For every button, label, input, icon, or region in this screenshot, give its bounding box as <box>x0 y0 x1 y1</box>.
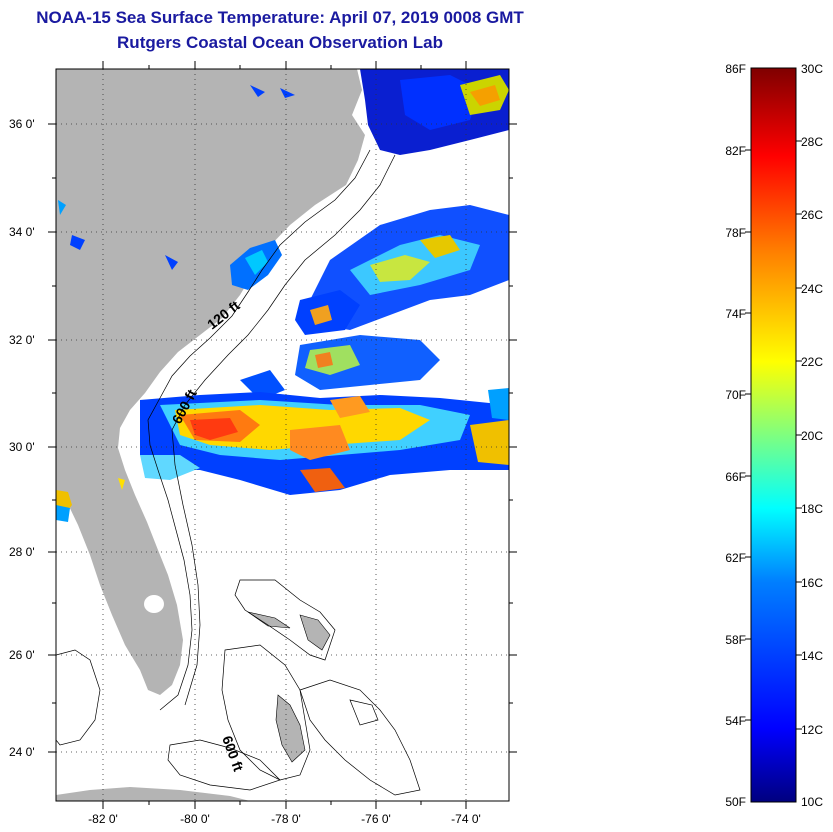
lon-label-80: -80 0' <box>180 812 210 826</box>
lon-label-82: -82 0' <box>88 812 118 826</box>
colorbar-f-label-54: 54F <box>725 714 746 728</box>
lat-label-26: 26 0' <box>9 648 35 662</box>
depth-label-600ft-south: 600 ft <box>219 734 247 774</box>
colorbar-f-label-62: 62F <box>725 551 746 565</box>
land-mainland <box>56 69 365 695</box>
lat-label-34: 34 0' <box>9 225 35 239</box>
land-grand-bahama <box>247 611 291 629</box>
colorbar-c-label-10: 10C <box>801 795 823 809</box>
lat-label-32: 32 0' <box>9 333 35 347</box>
colorbar-c-label-20: 20C <box>801 429 823 443</box>
graticule <box>56 69 509 801</box>
colorbar-c-label-28: 28C <box>801 135 823 149</box>
colorbar-c-label-26: 26C <box>801 208 823 222</box>
colorbar-f-label-86: 86F <box>725 62 746 76</box>
colorbar-c-label-12: 12C <box>801 723 823 737</box>
lat-label-24: 24 0' <box>9 745 35 759</box>
land-cuba <box>56 787 250 801</box>
lon-label-78: -78 0' <box>271 812 301 826</box>
colorbar-c-label-16: 16C <box>801 576 823 590</box>
colorbar-c-label-24: 24C <box>801 282 823 296</box>
colorbar-f-label-58: 58F <box>725 633 746 647</box>
sst-data-patches <box>56 69 509 522</box>
colorbar-f-label-78: 78F <box>725 226 746 240</box>
colorbar-f-label-66: 66F <box>725 470 746 484</box>
map-frame-content: 120 ft 600 ft 600 ft <box>56 69 509 801</box>
colorbar <box>750 67 797 803</box>
lon-label-74: -74 0' <box>451 812 481 826</box>
map-title: NOAA-15 Sea Surface Temperature: April 0… <box>36 8 524 27</box>
land-abaco <box>299 614 331 651</box>
colorbar-c-label-18: 18C <box>801 502 823 516</box>
lat-label-36: 36 0' <box>9 117 35 131</box>
depth-contours <box>56 149 421 796</box>
map-frame <box>55 68 510 802</box>
colorbar-c-label-14: 14C <box>801 649 823 663</box>
colorbar-ticks <box>745 140 802 730</box>
colorbar-f-label-74: 74F <box>725 307 746 321</box>
lat-label-28: 28 0' <box>9 545 35 559</box>
colorbar-f-label-82: 82F <box>725 144 746 158</box>
lake-okeechobee <box>144 595 164 613</box>
lat-label-30: 30 0' <box>9 440 35 454</box>
frame-ticks <box>48 61 517 809</box>
land-andros <box>275 694 306 763</box>
colorbar-f-label-50: 50F <box>725 795 746 809</box>
colorbar-f-label-70: 70F <box>725 388 746 402</box>
colorbar-c-label-30: 30C <box>801 62 823 76</box>
map-subtitle: Rutgers Coastal Ocean Observation Lab <box>117 33 443 52</box>
lon-label-76: -76 0' <box>361 812 391 826</box>
colorbar-c-label-22: 22C <box>801 355 823 369</box>
